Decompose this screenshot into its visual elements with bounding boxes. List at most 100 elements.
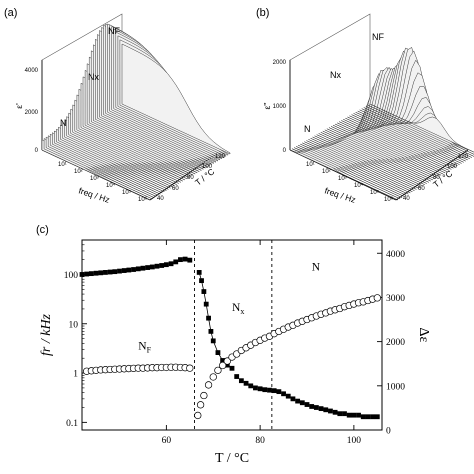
y-left-tick-label: 0.1 [66,419,78,429]
panel-b-z-label: ε'' [262,102,272,109]
panel-b-freq-tick: 10² [322,169,331,175]
fr-point [281,391,286,397]
fr-point [93,270,99,276]
x-tick-label: 60 [162,436,172,446]
y-left-tick-label: 10 [69,320,79,330]
fr-point [313,405,319,410]
fr-point [135,266,141,272]
panel-b-freq-tick: 10⁶ [384,196,394,203]
fr-point [140,265,146,271]
surface-trace [303,141,413,193]
fr-point [351,412,357,418]
fr-point [318,406,324,412]
fr-point [271,388,277,394]
panel-b-freq-tick: 10³ [338,176,347,182]
fr-point [149,264,155,270]
y-right-tick-label: 4000 [386,250,405,260]
panel-a-temp-tick: 100 [202,164,213,170]
y-left-tick-label: 100 [64,271,79,281]
fr-point [88,271,94,277]
panel-c-label: (c) [36,224,49,236]
y-axis-left-label: fr / kHz [39,313,54,356]
panel-a-temp-tick: 60 [172,186,179,192]
panel-a-freq-tick: 10⁶ [138,196,148,203]
panel-b-temp-tick: 60 [418,186,425,192]
panel-a-z-tick: 0 [35,148,39,154]
panel-b-z-tick: 1000 [273,104,287,110]
panel-a-temp-tick: 120 [215,154,226,160]
delta-eps-point [194,411,202,420]
panel-b-temp-tick: 100 [447,164,458,170]
fr-point [117,268,122,274]
fr-point [370,414,376,420]
fr-point [332,409,338,415]
fr-point [79,272,85,277]
delta-eps-point [200,391,208,400]
fr-point [182,256,188,262]
x-tick-label: 80 [255,436,265,446]
panel-b-temp-tick: 40 [403,196,410,202]
delta-eps-point [186,364,194,372]
panel-a-freq-tick: 10¹ [58,162,67,168]
delta-eps-point [196,401,205,409]
fr-point [295,398,301,404]
fr-point [159,263,165,268]
delta-eps-point [223,357,231,365]
panel-a-freq-tick: 10³ [90,176,99,182]
panel-b-freq-tick: 10¹ [306,162,315,168]
fr-point [374,414,380,420]
fr-point [203,301,209,307]
panel-b: (b) 0 1000 2000 ε'' 10¹ 10² 10³ 10⁴ 10⁵ … [256,7,474,205]
fr-point [337,411,343,417]
fr-point [121,268,127,273]
fr-point [163,262,169,268]
fr-point [178,257,183,263]
fr-point [253,385,258,391]
panel-a-phase-nx: Nx [88,72,99,82]
fr-point [285,393,291,399]
y-left-tick-label: 1 [73,370,78,380]
fr-point [220,358,226,363]
fr-point [248,383,254,389]
fr-point [360,414,366,420]
fr-point [262,387,268,393]
fr-point [323,407,329,413]
fr-point [215,350,221,356]
y-right-tick-label: 1000 [386,382,405,392]
fr-point [342,411,347,417]
surface-trace [301,142,411,194]
phase-label: NF [138,341,151,355]
surface-trace [369,103,474,153]
fr-point [187,257,193,263]
x-tick-label: 100 [347,436,362,446]
fr-point [84,271,90,277]
fr-point [243,380,249,386]
fr-point [304,402,310,407]
panel-a-z-tick: 2000 [25,110,39,116]
surface-trace [306,140,415,191]
panel-b-phase-nf: NF [372,32,384,42]
fr-point [103,270,108,275]
fr-point [196,270,202,275]
fr-point [145,265,151,270]
phase-labels: NF Nx N [138,262,320,355]
panel-b-z-tick: 0 [283,148,287,154]
surface-trace [310,137,419,189]
panel-b-freq-tick: 10⁵ [370,189,380,196]
fr-point [346,412,352,418]
fr-point [238,378,244,384]
panel-b-surface [289,47,474,201]
panel-a-z-label: ε' [14,103,24,109]
panel-b-label: (b) [256,7,269,19]
fr-point [267,387,272,393]
panel-a-label: (a) [4,7,17,19]
fr-point [365,414,371,420]
surface-trace [312,136,422,188]
fr-point [299,400,305,406]
fr-point [206,315,211,321]
phase-boundaries [194,240,273,430]
fr-point [356,412,361,418]
fr-point [276,389,282,395]
